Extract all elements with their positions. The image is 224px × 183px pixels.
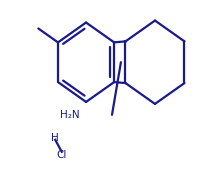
Text: H₂N: H₂N — [60, 110, 80, 120]
Text: Cl: Cl — [56, 150, 67, 160]
Text: H: H — [51, 133, 59, 143]
